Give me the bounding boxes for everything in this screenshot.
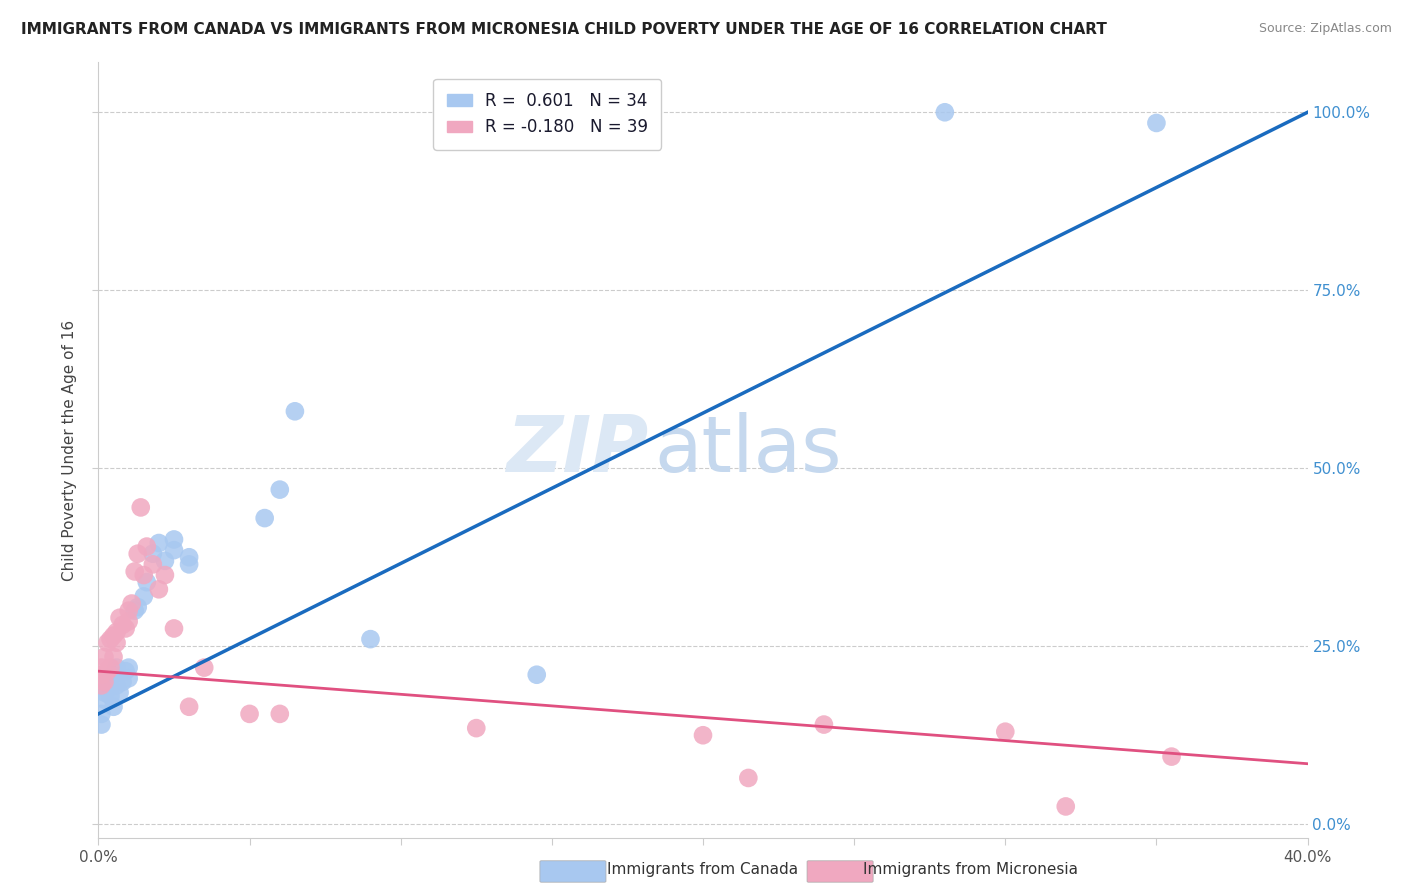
Legend: R =  0.601   N = 34, R = -0.180   N = 39: R = 0.601 N = 34, R = -0.180 N = 39 <box>433 78 661 150</box>
Point <box>1144 116 1167 130</box>
Point <box>163 543 186 558</box>
Point <box>934 105 956 120</box>
Point <box>118 615 141 629</box>
Point <box>100 660 122 674</box>
Point <box>269 706 291 721</box>
Point <box>193 660 215 674</box>
Point <box>121 597 143 611</box>
Point <box>813 717 835 731</box>
Point <box>163 622 186 636</box>
Point <box>692 728 714 742</box>
Point <box>103 699 125 714</box>
Point <box>163 533 186 547</box>
Point <box>90 678 112 692</box>
Point <box>114 622 136 636</box>
Point <box>105 660 128 674</box>
Point <box>108 611 131 625</box>
Point <box>93 692 115 706</box>
Text: ZIP: ZIP <box>506 412 648 489</box>
Point <box>93 649 115 664</box>
Point <box>90 717 112 731</box>
Point <box>93 685 115 699</box>
Point <box>994 724 1017 739</box>
Point <box>179 699 201 714</box>
Point <box>103 649 125 664</box>
Point <box>360 632 382 647</box>
Point <box>1160 749 1182 764</box>
Point <box>118 660 141 674</box>
Text: Source: ZipAtlas.com: Source: ZipAtlas.com <box>1258 22 1392 36</box>
Y-axis label: Child Poverty Under the Age of 16: Child Poverty Under the Age of 16 <box>62 320 77 581</box>
Point <box>111 674 134 689</box>
Point <box>253 511 276 525</box>
Point <box>118 604 141 618</box>
Point <box>239 706 262 721</box>
Point <box>114 664 136 678</box>
Point <box>127 600 149 615</box>
Point <box>124 565 146 579</box>
Point <box>153 554 176 568</box>
Point <box>100 689 122 703</box>
Point <box>142 558 165 572</box>
Point <box>105 678 128 692</box>
Point <box>142 547 165 561</box>
Point <box>526 667 548 681</box>
Point <box>179 558 201 572</box>
Point <box>135 540 157 554</box>
Point <box>737 771 759 785</box>
Point <box>96 636 118 650</box>
Text: atlas: atlas <box>655 412 842 489</box>
Point <box>118 671 141 685</box>
Point <box>132 590 155 604</box>
Point <box>129 500 152 515</box>
Point <box>148 582 170 597</box>
Point <box>96 681 118 696</box>
Point <box>90 706 112 721</box>
Point <box>179 550 201 565</box>
Point <box>96 664 118 678</box>
Point <box>132 568 155 582</box>
Point <box>105 625 128 640</box>
Point <box>100 632 122 647</box>
Point <box>90 660 112 674</box>
Point <box>284 404 307 418</box>
Point <box>105 636 128 650</box>
Point <box>153 568 176 582</box>
Text: Immigrants from Micronesia: Immigrants from Micronesia <box>863 863 1077 877</box>
Point <box>90 667 112 681</box>
Point <box>135 575 157 590</box>
Point <box>111 618 134 632</box>
Point <box>93 674 115 689</box>
Point <box>269 483 291 497</box>
Point <box>148 536 170 550</box>
Point <box>103 629 125 643</box>
Point <box>96 674 118 689</box>
Text: IMMIGRANTS FROM CANADA VS IMMIGRANTS FROM MICRONESIA CHILD POVERTY UNDER THE AGE: IMMIGRANTS FROM CANADA VS IMMIGRANTS FRO… <box>21 22 1107 37</box>
Point <box>1054 799 1077 814</box>
Point <box>127 547 149 561</box>
Point <box>108 685 131 699</box>
Point <box>465 721 488 735</box>
Text: Immigrants from Canada: Immigrants from Canada <box>607 863 799 877</box>
Point <box>103 667 125 681</box>
Point <box>124 604 146 618</box>
